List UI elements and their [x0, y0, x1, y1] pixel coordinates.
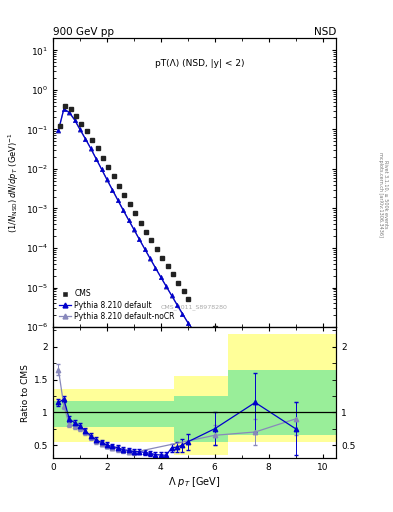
- Legend: CMS, Pythia 8.210 default, Pythia 8.210 default-noCR: CMS, Pythia 8.210 default, Pythia 8.210 …: [57, 287, 177, 323]
- Bar: [174, 376, 228, 455]
- Text: Rivet 3.1.10, ≥ 500k events: Rivet 3.1.10, ≥ 500k events: [384, 160, 388, 229]
- Text: NSD: NSD: [314, 27, 336, 37]
- Bar: [53, 389, 174, 442]
- Text: 900 GeV pp: 900 GeV pp: [53, 27, 114, 37]
- Bar: [228, 334, 336, 442]
- Text: CMS_2011_S8978280: CMS_2011_S8978280: [161, 304, 228, 310]
- X-axis label: $\Lambda\ p_T$ [GeV]: $\Lambda\ p_T$ [GeV]: [168, 475, 221, 489]
- Bar: [174, 396, 228, 442]
- Text: mcplots.cern.ch [arXiv:1306.3436]: mcplots.cern.ch [arXiv:1306.3436]: [378, 152, 383, 237]
- Y-axis label: Ratio to CMS: Ratio to CMS: [21, 364, 29, 421]
- Text: pT(Λ) (NSD, |y| < 2): pT(Λ) (NSD, |y| < 2): [156, 58, 245, 68]
- Bar: [53, 400, 174, 426]
- Y-axis label: $(1/N_\mathrm{NSD})\,dN/dp_T\ (\mathrm{GeV})^{-1}$: $(1/N_\mathrm{NSD})\,dN/dp_T\ (\mathrm{G…: [7, 132, 22, 233]
- Bar: [228, 370, 336, 435]
